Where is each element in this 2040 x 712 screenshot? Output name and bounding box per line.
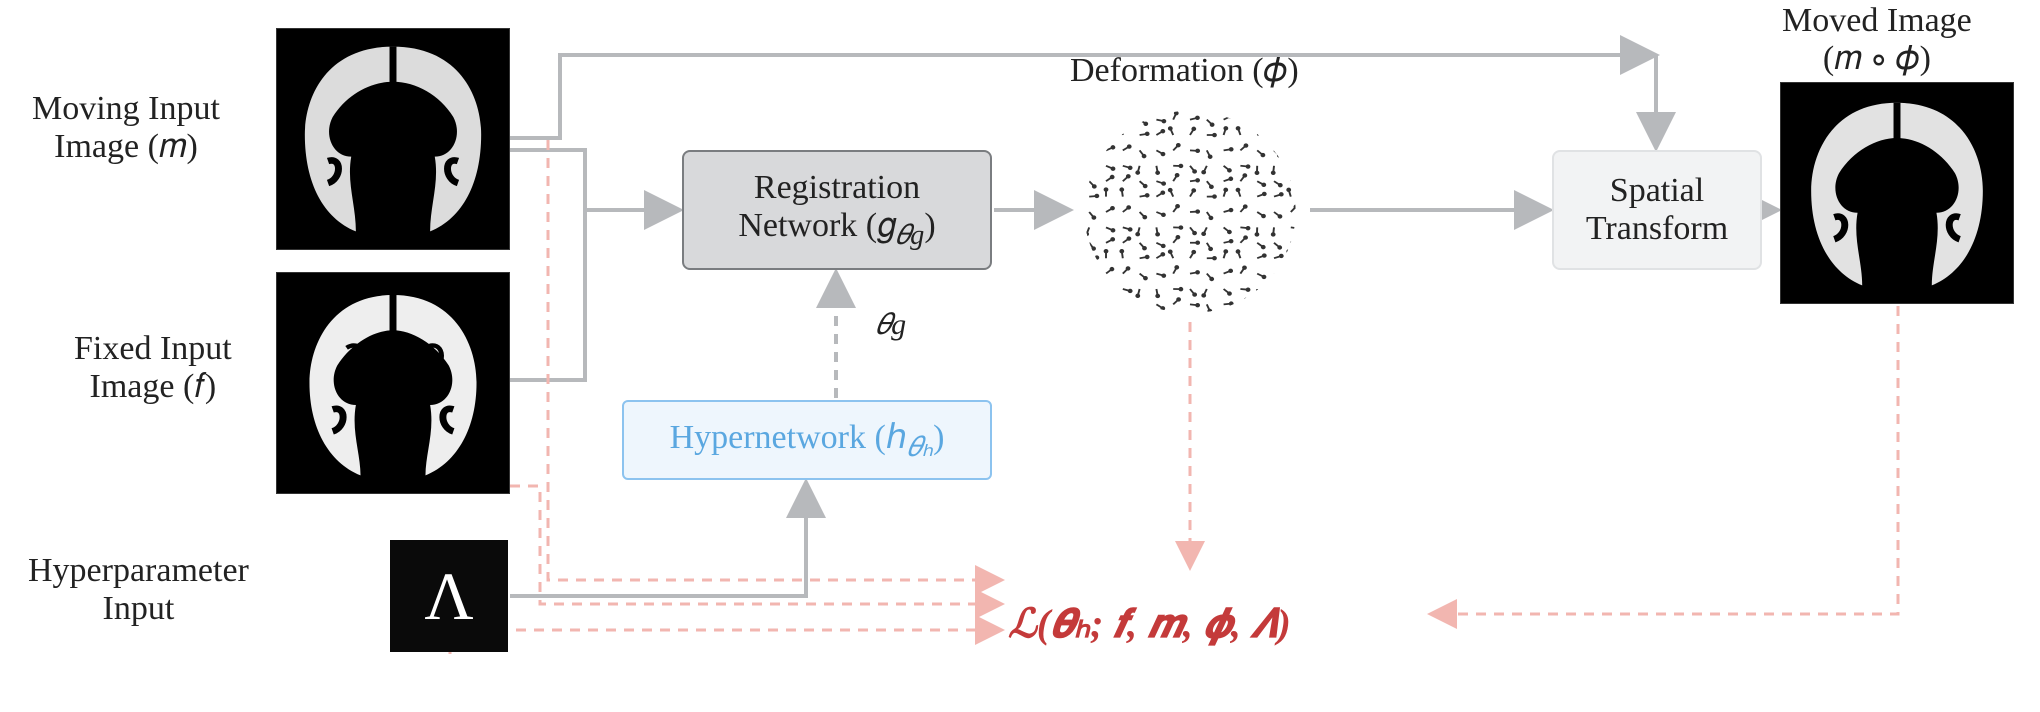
loss-function-text: ℒ(𝜽ₕ; 𝒇, 𝒎, 𝝓, 𝜦) xyxy=(1008,600,1291,647)
lambda-glyph: Λ xyxy=(424,557,473,636)
registration-network-label: Registration Network (𝑔𝜃g) xyxy=(738,169,935,252)
moving-input-image xyxy=(276,28,510,250)
theta-g-label: 𝜃g xyxy=(876,308,906,342)
hypernetwork-label: Hypernetwork (ℎ𝜃ₕ) xyxy=(670,417,945,464)
spatial-transform-box: Spatial Transform xyxy=(1552,150,1762,270)
fixed-input-label: Fixed Input Image (𝑓) xyxy=(74,330,232,406)
registration-network-box: Registration Network (𝑔𝜃g) xyxy=(682,150,992,270)
spatial-transform-label: Spatial Transform xyxy=(1586,172,1728,248)
hypernetwork-box: Hypernetwork (ℎ𝜃ₕ) xyxy=(622,400,992,480)
moved-output-image xyxy=(1780,82,2014,304)
hyperparameter-label: Hyperparameter Input xyxy=(28,552,249,628)
moving-input-label: Moving Input Image (𝑚) xyxy=(32,90,220,166)
moved-image-label: Moved Image (𝑚 ∘ 𝜙) xyxy=(1782,2,1972,78)
deformation-label: Deformation (𝜙) xyxy=(1070,52,1299,90)
hyperparameter-lambda-box: Λ xyxy=(390,540,508,652)
deformation-field-icon xyxy=(1070,102,1310,322)
fixed-input-image xyxy=(276,272,510,494)
